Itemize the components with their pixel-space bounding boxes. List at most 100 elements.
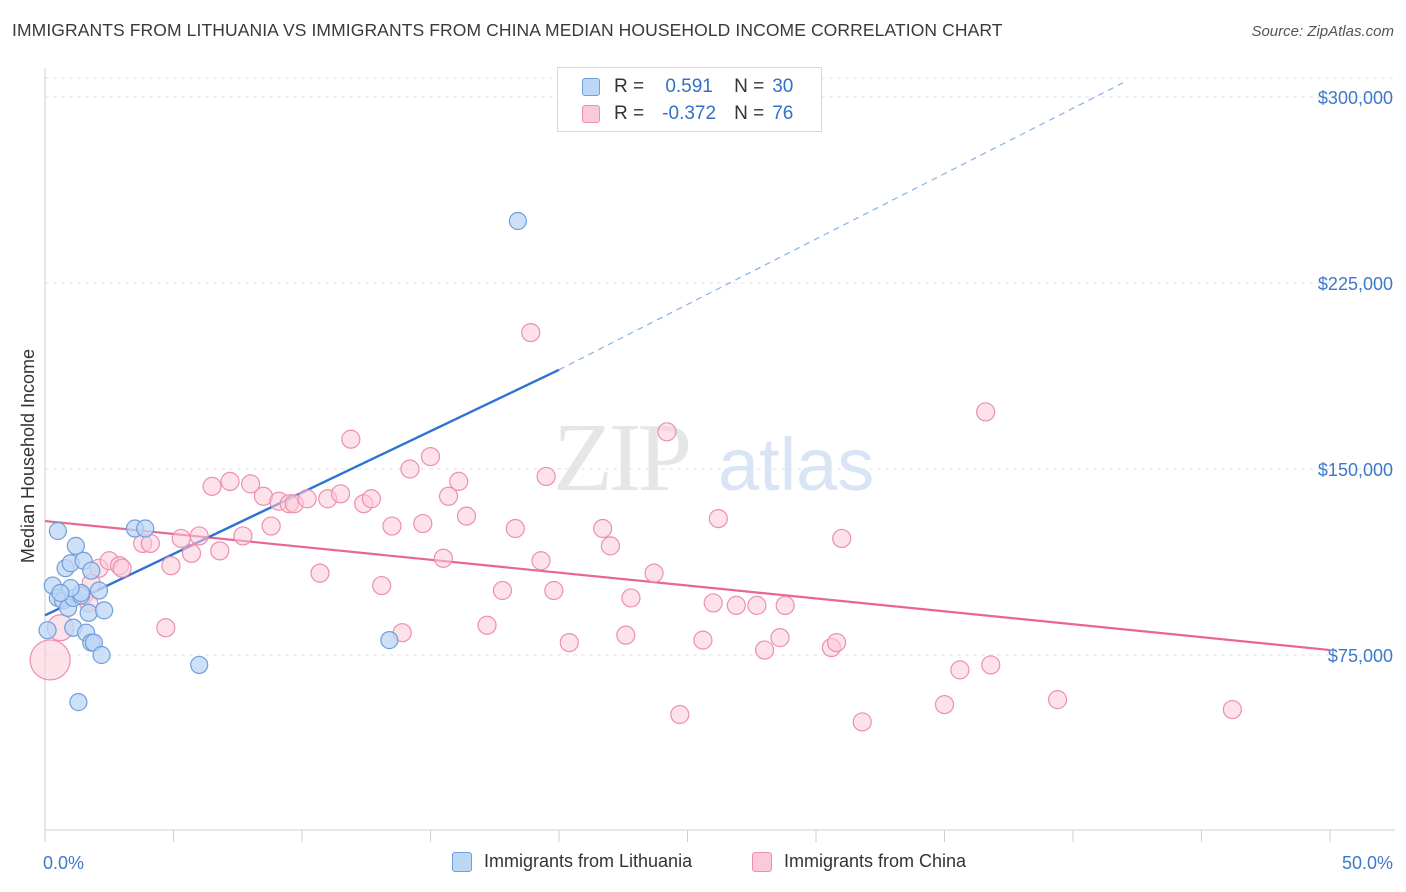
china-point: [708, 508, 728, 529]
source-label: Source: ZipAtlas.com: [1251, 23, 1394, 40]
chart-title: IMMIGRANTS FROM LITHUANIA VS IMMIGRANTS …: [12, 20, 1003, 40]
china-point: [477, 615, 497, 635]
legend-row-lithuania: R = 0.591 N = 30: [558, 74, 793, 100]
watermark-zip: ZIP: [553, 404, 688, 512]
china-point: [420, 447, 441, 467]
china-point: [449, 471, 469, 491]
china-point: [770, 628, 790, 648]
lithuania-point: [380, 631, 399, 650]
china-point: [981, 655, 1001, 675]
china-point: [747, 595, 767, 616]
lithuania-point: [69, 693, 88, 712]
china-point: [657, 422, 677, 442]
legend-r-label: R =: [614, 103, 645, 124]
china-point: [181, 543, 202, 563]
china-point: [505, 518, 525, 539]
bottom-legend-label: Immigrants from China: [784, 851, 967, 871]
china-point: [112, 558, 132, 578]
china-point: [616, 625, 636, 645]
china-swatch: [582, 105, 600, 123]
china-point: [233, 526, 253, 546]
lithuania-point: [89, 581, 109, 600]
lithuania-point: [92, 645, 111, 665]
china-point: [261, 516, 281, 536]
china-point: [413, 513, 433, 534]
gridlines: [45, 77, 1395, 656]
china-point: [703, 593, 723, 613]
china-point: [950, 660, 970, 680]
lithuania-point: [79, 603, 98, 622]
legend-r-value: 0.591: [665, 76, 713, 97]
china-point: [852, 712, 872, 732]
lithuania-point: [95, 601, 114, 620]
china-point: [621, 588, 641, 608]
y-tick-label: $225,000: [1318, 274, 1393, 294]
lithuania-trend-extension: [558, 81, 1125, 371]
china-point: [531, 551, 551, 571]
y-tick-label: $300,000: [1318, 88, 1393, 108]
trend-lines: [44, 81, 1331, 652]
lithuania-swatch: [452, 851, 472, 872]
china-point: [361, 489, 381, 509]
legend-r-value: -0.372: [662, 103, 717, 124]
china-point: [693, 630, 713, 650]
china-point: [210, 541, 230, 561]
china-point: [310, 563, 330, 583]
legend-n-label: N =: [734, 103, 765, 124]
china-point: [341, 429, 361, 449]
china-point: [832, 528, 852, 549]
china-point: [593, 518, 613, 539]
bottom-legend-lithuania: Immigrants from Lithuania: [452, 851, 692, 872]
x-tick-label: 50.0%: [1342, 853, 1393, 873]
legend-row-china: R = -0.372 N = 76: [558, 101, 793, 127]
legend-n-value: 30: [772, 76, 794, 97]
china-point: [438, 486, 459, 506]
china-point: [433, 548, 453, 568]
lithuania-point: [190, 655, 209, 675]
y-tick-label: $150,000: [1318, 460, 1393, 480]
china-point: [644, 563, 664, 583]
y-axis-label: Median Household Income: [18, 349, 38, 563]
china-points: [29, 323, 1242, 732]
lithuania-point: [51, 583, 70, 603]
lithuania-point: [508, 211, 527, 231]
china-point: [202, 476, 222, 496]
china-point: [559, 632, 579, 653]
china-point: [330, 484, 351, 504]
watermark: ZIP atlas: [553, 404, 874, 512]
china-point: [1222, 699, 1242, 720]
china-point: [29, 639, 71, 681]
china-point: [189, 526, 209, 546]
lithuania-point: [48, 521, 67, 541]
china-point: [220, 471, 240, 491]
axis-tick-labels: $75,000 $150,000 $225,000 $300,000 0.0% 50.0%: [43, 88, 1393, 873]
china-point: [372, 575, 392, 596]
lithuania-point: [66, 536, 85, 555]
china-point: [1047, 690, 1068, 710]
bottom-legend-china: Immigrants from China: [752, 851, 966, 872]
legend-n-label: N =: [734, 76, 765, 97]
china-point: [492, 580, 513, 601]
bottom-legend-label: Immigrants from Lithuania: [484, 851, 693, 871]
china-point: [456, 506, 477, 526]
correlation-legend: R = 0.591 N = 30 R = -0.372 N = 76: [557, 67, 822, 132]
china-point: [726, 595, 746, 616]
lithuania-swatch: [582, 78, 600, 96]
lithuania-point: [38, 621, 57, 640]
china-point: [382, 516, 402, 536]
axes: [44, 68, 1395, 842]
china-point: [754, 640, 775, 660]
china-point: [241, 474, 261, 494]
china-point: [536, 466, 556, 487]
china-point: [400, 459, 420, 479]
china-trend-line: [44, 519, 1331, 652]
china-point: [156, 618, 176, 638]
china-point: [775, 595, 795, 616]
legend-n-value: 76: [772, 103, 794, 124]
watermark-atlas: atlas: [718, 423, 874, 506]
china-point: [521, 323, 541, 343]
china-point: [161, 556, 181, 576]
china-point: [826, 632, 847, 653]
china-point: [544, 580, 564, 601]
